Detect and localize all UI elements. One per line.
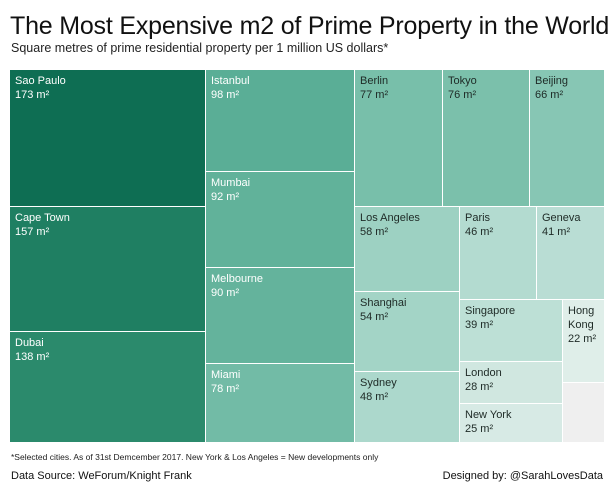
tile-mumbai: Mumbai 92 m² [206,172,355,268]
tile-tokyo: Tokyo 76 m² [443,70,530,207]
tile-value: 46 m² [465,226,494,238]
tile-label: Melbourne [211,273,263,285]
tile-value: 173 m² [15,89,50,101]
tile-value: 76 m² [448,89,477,101]
tile-label: Singapore [465,305,516,317]
tile-value: 77 m² [360,89,389,101]
tile-shanghai: Shanghai 54 m² [355,292,460,372]
tile-label: Miami [211,369,241,381]
tile-label: Sao Paulo [15,75,66,87]
tile-miami: Miami 78 m² [206,364,355,443]
tile-singapore: Singapore 39 m² [460,300,563,362]
tile-new-york: New York 25 m² [460,404,563,443]
tile-cape-town: Cape Town 157 m² [10,207,206,332]
data-source: Data Source: WeForum/Knight Frank [11,470,192,482]
tile-label: Paris [465,212,491,224]
tile-value: 98 m² [211,89,240,101]
tile-value: 48 m² [360,391,389,403]
tile-berlin: Berlin 77 m² [355,70,443,207]
tile-value: 22 m² [568,333,597,345]
tile-value: 25 m² [465,423,494,435]
tile-label: Geneva [542,212,581,224]
tile-value: 39 m² [465,319,494,331]
footnote: *Selected cities. As of 31st Demcember 2… [11,452,379,462]
tile-value: 78 m² [211,383,240,395]
tile-geneva: Geneva 41 m² [537,207,605,300]
tile-value: 66 m² [535,89,564,101]
chart-title: The Most Expensive m2 of Prime Property … [10,12,610,40]
tile-label: Dubai [15,337,44,349]
empty-tile [563,383,605,443]
tile-value: 58 m² [360,226,389,238]
tile-label: Tokyo [448,75,477,87]
tile-label: Cape Town [15,212,70,224]
tile-value: 90 m² [211,287,240,299]
chart-subtitle: Square metres of prime residential prope… [11,41,389,55]
tile-sao-paulo: Sao Paulo 173 m² [10,70,206,207]
tile-paris: Paris 46 m² [460,207,537,300]
tile-dubai: Dubai 138 m² [10,332,206,443]
tile-label: London [465,367,502,379]
tile-value: 54 m² [360,311,389,323]
tile-los-angeles: Los Angeles 58 m² [355,207,460,292]
tile-label: Beijing [535,75,569,87]
tile-label: Istanbul [211,75,250,87]
tile-label: Berlin [360,75,389,87]
tile-value: 28 m² [465,381,494,393]
tile-value: 92 m² [211,191,240,203]
tile-label: Sydney [360,377,397,389]
tile-hong-kong: Hong Kong 22 m² [563,300,605,383]
tile-london: London 28 m² [460,362,563,404]
tile-label: Los Angeles [360,212,420,224]
tile-label: New York [465,409,512,421]
tile-value: 157 m² [15,226,50,238]
tile-value: 41 m² [542,226,571,238]
tile-label: Mumbai [211,177,251,189]
tile-istanbul: Istanbul 98 m² [206,70,355,172]
tile-label: Hong Kong [568,305,595,331]
tile-beijing: Beijing 66 m² [530,70,605,207]
tile-value: 138 m² [15,351,50,363]
tile-sydney: Sydney 48 m² [355,372,460,443]
tile-label: Shanghai [360,297,407,309]
designer-credit: Designed by: @SarahLovesData [442,470,603,482]
tile-melbourne: Melbourne 90 m² [206,268,355,364]
